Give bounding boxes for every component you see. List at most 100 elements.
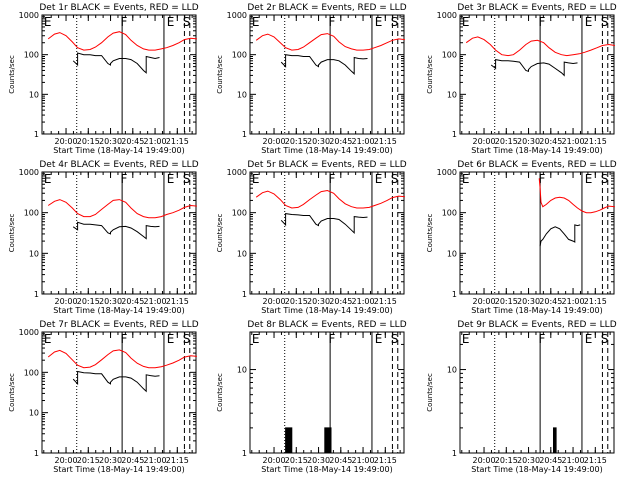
flag-label: E bbox=[462, 15, 470, 29]
x-tick-label: 20:15 bbox=[77, 456, 100, 465]
flag-label: F bbox=[120, 172, 127, 186]
flag-label: S bbox=[183, 15, 191, 29]
x-tick-label: 21:15 bbox=[166, 456, 189, 465]
y-tick-label: 1000 bbox=[19, 328, 39, 337]
x-tick-label: 21:00 bbox=[562, 137, 585, 146]
y-tick-label: 100 bbox=[24, 368, 39, 377]
x-tick-label: 20:15 bbox=[495, 137, 518, 146]
flag-label: E bbox=[167, 332, 175, 346]
y-axis-label: Counts/sec bbox=[216, 55, 224, 94]
x-tick-label: 21:00 bbox=[144, 297, 167, 306]
panel-det-7: Det 7r BLACK = Events, RED = LLD 1 10 100 10… bbox=[8, 320, 199, 474]
x-axis: 20:00 20:15 20:30 20:45 21:00 21:15 bbox=[461, 332, 611, 465]
x-axis-label: Start Time (18-May-14 19:49:00) bbox=[53, 146, 184, 155]
y-tick-label: 1 bbox=[452, 449, 457, 458]
x-axis-label: Start Time (18-May-14 19:49:00) bbox=[471, 306, 602, 315]
x-tick-label: 20:30 bbox=[307, 137, 330, 146]
flag-label: F bbox=[120, 332, 127, 346]
x-tick-label: 20:15 bbox=[285, 297, 308, 306]
flag-label: E bbox=[252, 15, 260, 29]
y-tick-label: 10 bbox=[447, 249, 457, 258]
events-series-line bbox=[280, 213, 368, 234]
flag-label: S bbox=[183, 332, 191, 346]
flag-label: S bbox=[183, 172, 191, 186]
x-axis-label: Start Time (18-May-14 19:49:00) bbox=[471, 465, 602, 474]
y-axis-label: Counts/sec bbox=[216, 214, 224, 253]
x-axis-label: Start Time (18-May-14 19:49:00) bbox=[261, 465, 392, 474]
x-axis-label: Start Time (18-May-14 19:49:00) bbox=[261, 146, 392, 155]
y-tick-label: 100 bbox=[24, 209, 39, 218]
x-tick-label: 20:15 bbox=[495, 456, 518, 465]
y-tick-label: 1 bbox=[34, 130, 39, 139]
y-axis-label: Counts/sec bbox=[8, 55, 16, 94]
flag-label: E bbox=[375, 15, 383, 29]
x-tick-label: 21:15 bbox=[166, 297, 189, 306]
plot-frame bbox=[249, 171, 405, 295]
x-tick-label: 20:45 bbox=[121, 137, 144, 146]
flag-label: E bbox=[44, 332, 52, 346]
y-tick-label: 10 bbox=[237, 366, 247, 375]
flag-label: E bbox=[585, 332, 593, 346]
flag-label: F bbox=[120, 15, 127, 29]
x-axis: 20:00 20:15 20:30 20:45 21:00 21:15 bbox=[43, 15, 193, 146]
panel-title: Det 8r BLACK = Events, RED = LLD bbox=[247, 320, 406, 330]
y-axis: 1 10 100 1000 bbox=[19, 11, 196, 139]
x-tick-label: 20:00 bbox=[473, 297, 496, 306]
x-tick-label: 20:45 bbox=[329, 137, 352, 146]
x-tick-label: 21:15 bbox=[584, 297, 607, 306]
x-axis-label: Start Time (18-May-14 19:49:00) bbox=[53, 306, 184, 315]
x-tick-label: 21:15 bbox=[374, 456, 397, 465]
y-axis: 1 10 100 1000 bbox=[19, 328, 196, 458]
panel-title: Det 6r BLACK = Events, RED = LLD bbox=[457, 160, 616, 170]
lld-series-line bbox=[47, 199, 197, 219]
flag-label: F bbox=[328, 15, 335, 29]
y-tick-label: 10 bbox=[29, 90, 39, 99]
y-tick-label: 1 bbox=[242, 449, 247, 458]
y-axis-label: Counts/sec bbox=[8, 214, 16, 253]
x-tick-label: 20:45 bbox=[329, 456, 352, 465]
x-tick-label: 20:30 bbox=[307, 297, 330, 306]
panel-title: Det 3r BLACK = Events, RED = LLD bbox=[457, 3, 616, 13]
panel-det-6: Det 6r BLACK = Events, RED = LLD 1 10 100 10… bbox=[426, 160, 617, 315]
y-tick-label: 1000 bbox=[437, 168, 457, 177]
flag-label: E bbox=[462, 172, 470, 186]
y-tick-label: 1000 bbox=[227, 168, 247, 177]
x-tick-label: 20:15 bbox=[285, 137, 308, 146]
x-tick-label: 20:45 bbox=[539, 456, 562, 465]
y-axis: 1 10 bbox=[237, 343, 404, 458]
plot-frame bbox=[41, 14, 197, 135]
x-tick-label: 21:00 bbox=[352, 297, 375, 306]
flag-label: E bbox=[44, 15, 52, 29]
y-axis: 1 10 100 1000 bbox=[437, 168, 614, 299]
x-axis: 20:00 20:15 20:30 20:45 21:00 21:15 bbox=[43, 332, 193, 465]
x-tick-label: 20:15 bbox=[495, 297, 518, 306]
panel-det-8: Det 8r BLACK = Events, RED = LLD 1 10 Count… bbox=[216, 320, 407, 474]
panel-title: Det 4r BLACK = Events, RED = LLD bbox=[39, 160, 198, 170]
y-tick-label: 100 bbox=[442, 209, 457, 218]
x-tick-label: 20:00 bbox=[55, 456, 78, 465]
y-tick-label: 1000 bbox=[19, 168, 39, 177]
y-axis: 1 10 100 1000 bbox=[437, 11, 614, 139]
x-tick-label: 20:30 bbox=[307, 456, 330, 465]
x-axis-label: Start Time (18-May-14 19:49:00) bbox=[471, 146, 602, 155]
x-axis: 20:00 20:15 20:30 20:45 21:00 21:15 bbox=[251, 332, 401, 465]
x-tick-label: 20:30 bbox=[99, 297, 122, 306]
flag-label: E bbox=[252, 172, 260, 186]
x-tick-label: 20:30 bbox=[99, 137, 122, 146]
y-tick-label: 1 bbox=[34, 449, 39, 458]
panel-det-9: Det 9r BLACK = Events, RED = LLD 1 10 Count… bbox=[426, 320, 617, 474]
flag-label: S bbox=[391, 15, 399, 29]
panels: Det 1r BLACK = Events, RED = LLD 1 10 100 10… bbox=[8, 3, 617, 474]
panel-title: Det 7r BLACK = Events, RED = LLD bbox=[39, 320, 198, 330]
panel-det-5: Det 5r BLACK = Events, RED = LLD 1 10 100 10… bbox=[216, 160, 407, 315]
flag-label: F bbox=[538, 172, 545, 186]
lld-series-line bbox=[255, 189, 405, 209]
flag-label: E bbox=[375, 172, 383, 186]
x-tick-label: 20:30 bbox=[517, 137, 540, 146]
y-tick-label: 1000 bbox=[19, 11, 39, 20]
y-tick-label: 1 bbox=[452, 290, 457, 299]
y-tick-label: 1000 bbox=[437, 11, 457, 20]
events-series-line bbox=[285, 427, 293, 454]
y-axis-label: Counts/sec bbox=[216, 373, 224, 412]
